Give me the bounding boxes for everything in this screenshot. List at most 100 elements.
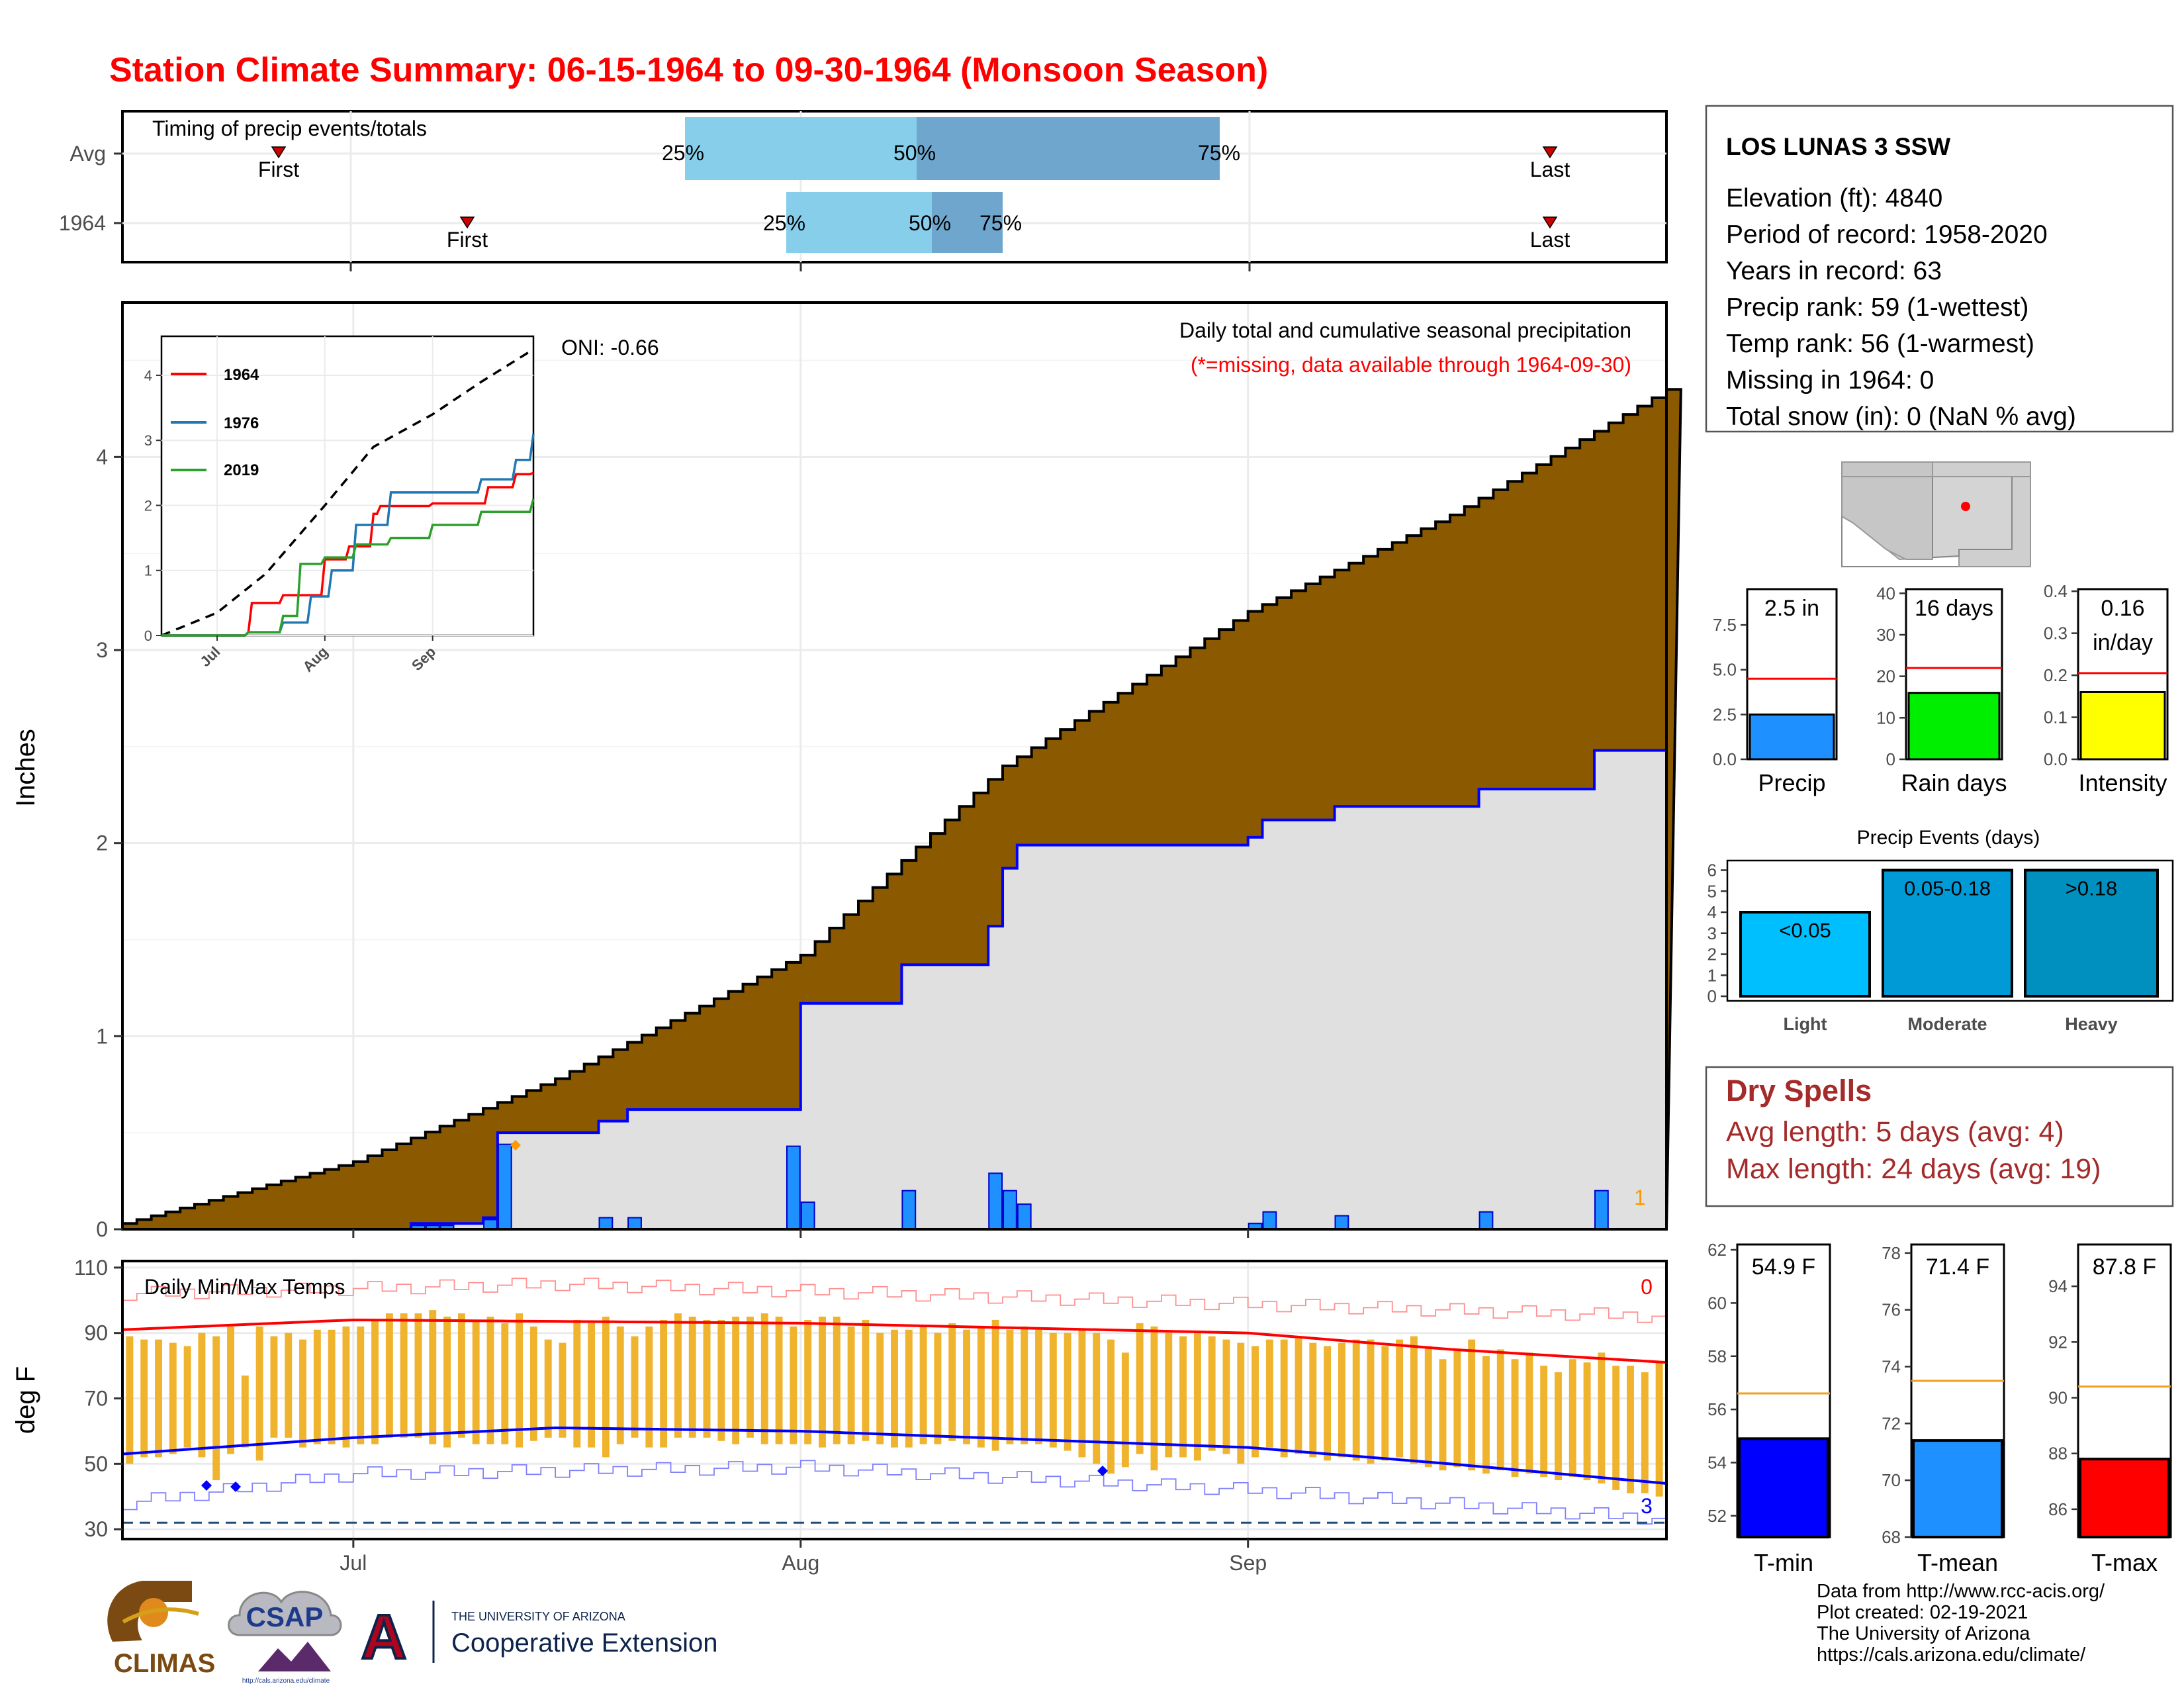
temp-bar-tick-label: 54 [1707, 1452, 1727, 1472]
temp-bar-value: 71.4 F [1926, 1254, 1989, 1280]
temp-range-bar [819, 1317, 826, 1448]
temp-range-bar [1641, 1372, 1649, 1493]
temp-range-bar [1439, 1359, 1447, 1471]
temp-range-bar [1569, 1359, 1576, 1477]
temp-range-bar [645, 1326, 653, 1448]
temp-bar-t-min [1738, 1437, 1829, 1539]
mini-bar-tick-label: 0 [1886, 749, 1895, 769]
temp-range-bar [1352, 1339, 1360, 1461]
temp-count-bottom: 3 [1641, 1494, 1653, 1518]
temp-range-bar [529, 1326, 537, 1441]
daily-precip-bar [1594, 1190, 1609, 1230]
daily-precip-bar [1479, 1211, 1494, 1230]
temp-record-line [122, 1460, 1667, 1525]
temp-range-bar [1064, 1333, 1071, 1451]
yr-first-marker [459, 216, 475, 229]
inset-series-2019 [161, 498, 535, 637]
daily-precip-bar [786, 1145, 801, 1231]
temp-range-bar [1324, 1346, 1332, 1461]
daily-precip-bar [800, 1201, 815, 1230]
event-ytick-label: 4 [1707, 902, 1717, 922]
temp-range-bar [616, 1326, 624, 1444]
temp-range-bar [717, 1319, 725, 1441]
avg-first-label: First [258, 158, 299, 181]
temp-range-bar [1367, 1339, 1375, 1464]
temp-range-bar [140, 1339, 148, 1458]
temp-range-bar [977, 1326, 985, 1448]
temp-range-bar [285, 1333, 293, 1438]
mini-bar-intensity [2079, 690, 2166, 761]
temp-ytick-label: 50 [84, 1452, 108, 1476]
mini-bar-tick-label: 0.4 [2044, 581, 2068, 601]
credit-line: Data from http://www.rcc-acis.org/ [1817, 1581, 2105, 1602]
mini-bar-label: Intensity [2078, 769, 2167, 796]
event-ytick-label: 3 [1707, 923, 1717, 943]
temp-bar-tick-label: 90 [2048, 1388, 2068, 1408]
temp-range-bar [1410, 1336, 1418, 1464]
oni-label: ONI: -0.66 [561, 336, 659, 359]
temp-range-bar [198, 1333, 206, 1458]
mini-bar-tick-label: 0.0 [1713, 749, 1737, 769]
climas-logo: CLIMAS [107, 1581, 215, 1678]
temp-range-bar [371, 1319, 379, 1444]
temp-range-bar [1078, 1329, 1086, 1458]
avg-50-75-bar [917, 117, 1220, 180]
temp-bar-tick-label: 76 [1882, 1300, 1901, 1320]
temp-bar-tick-label: 56 [1707, 1399, 1727, 1419]
yr-50-75-bar [932, 192, 1003, 253]
precip-caption: Daily total and cumulative seasonal prec… [1179, 318, 1631, 342]
event-bar-moderate [1882, 868, 2013, 998]
temp-range-bar [602, 1317, 610, 1458]
temp-range-bar [241, 1375, 249, 1448]
credit-line: Plot created: 02-19-2021 [1817, 1602, 2028, 1623]
temp-bar-tick-label: 52 [1707, 1506, 1727, 1526]
temp-range-bar [847, 1326, 855, 1444]
dry-spells-max: Max length: 24 days (avg: 19) [1726, 1153, 2101, 1185]
avg-p75: 75% [1198, 141, 1240, 165]
station-line-4: Precip rank: 59 (1-wettest) [1726, 293, 2028, 322]
inset-ytick-label: 2 [144, 497, 152, 514]
temp-range-bar [1107, 1339, 1115, 1474]
temp-range-bar [1468, 1339, 1476, 1471]
mini-bar-tick-label: 40 [1876, 583, 1895, 603]
precip-ytick-label: 0 [96, 1217, 108, 1241]
event-bar-heavy [2024, 868, 2159, 998]
mini-bar-value: in/day [2093, 630, 2153, 655]
temp-bar-tick-label: 94 [2048, 1276, 2068, 1296]
temp-avg-max-line [122, 1318, 1667, 1364]
mini-bar-tick-label: 10 [1876, 708, 1895, 727]
yr-last-marker [1542, 216, 1558, 229]
daily-precip-bar [1334, 1215, 1349, 1231]
year-cumulative-area [122, 750, 1666, 1229]
temp-ytick-label: 90 [84, 1321, 108, 1345]
temp-panel-label: Daily Min/Max Temps [144, 1275, 345, 1299]
temp-range-bar [1511, 1359, 1519, 1477]
avg-p50: 50% [893, 141, 936, 165]
temp-range-bar [313, 1329, 321, 1444]
temp-xtick-label: Aug [782, 1551, 819, 1575]
temp-range-bar [934, 1333, 942, 1444]
temp-xtick-label: Jul [340, 1551, 367, 1575]
temp-bar-tick-label: 88 [2048, 1444, 2068, 1464]
temp-range-bar [1121, 1352, 1129, 1468]
precip-panel: 0 1 2 3 4 Inches ONI: -0.66 Daily total and … [11, 301, 1682, 1241]
avg-p25: 25% [662, 141, 704, 165]
temp-bar-t-max [2079, 1458, 2170, 1538]
event-bar-label: Heavy [2065, 1014, 2118, 1034]
temp-range-bar [1424, 1346, 1432, 1468]
timing-row-1964: 1964 [59, 211, 106, 235]
precip-events-chart: Precip Events (days) <0.05 Light 0.05-0.18… [1707, 827, 2174, 1034]
daily-precip-bar [1017, 1203, 1032, 1231]
temp-range-bar [862, 1319, 870, 1441]
temp-range-bar [1295, 1336, 1302, 1454]
temp-range-bar [1165, 1333, 1173, 1458]
temp-range-bar [1555, 1372, 1562, 1481]
temp-range-bar [1309, 1342, 1317, 1458]
temp-range-bar [1136, 1323, 1144, 1454]
mini-bar-precip [1749, 713, 1835, 761]
temp-record-line [122, 1278, 1667, 1323]
avg-25-50-bar [685, 117, 917, 180]
temp-range-bar [876, 1333, 884, 1444]
credit-line: The University of Arizona [1817, 1623, 2030, 1644]
